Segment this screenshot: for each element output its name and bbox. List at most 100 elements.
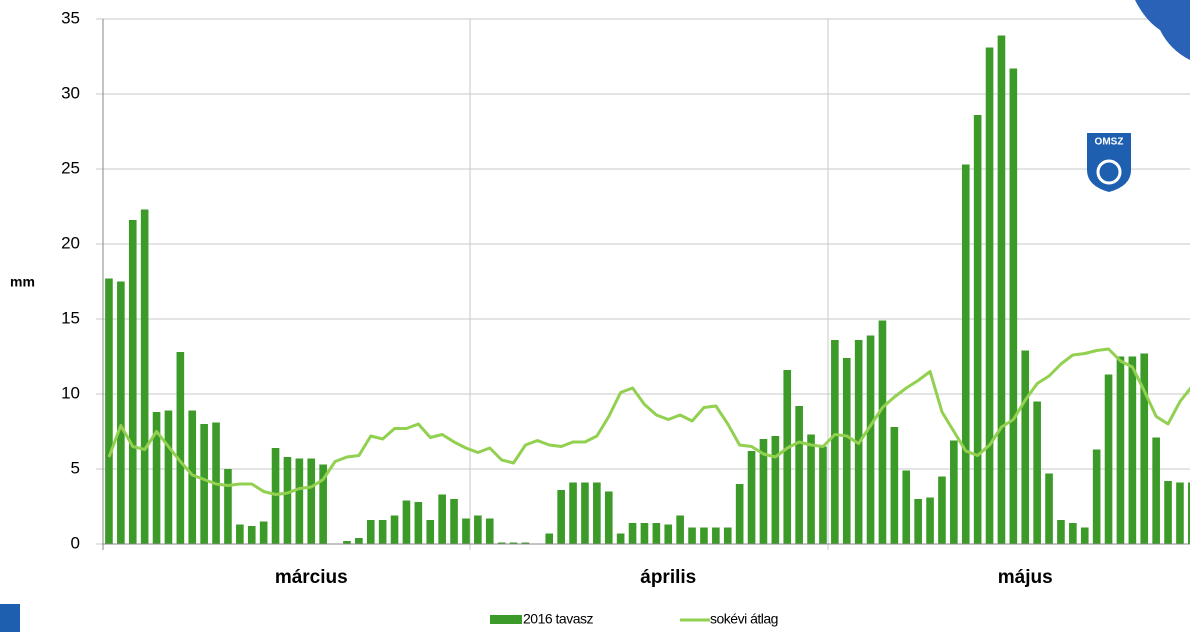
legend-label: 2016 tavasz (523, 611, 593, 627)
y-tick-label: 10 (61, 383, 80, 402)
y-tick-label: 35 (61, 8, 80, 27)
bar (236, 524, 244, 544)
x-tick-label: május (998, 567, 1053, 588)
bar (712, 527, 720, 544)
bar (878, 320, 887, 544)
bar (247, 526, 256, 544)
x-tick-label: március (275, 567, 348, 588)
bar (390, 515, 399, 544)
bar (581, 482, 589, 544)
bar (438, 494, 446, 544)
bar (259, 521, 268, 544)
bar (1176, 482, 1184, 544)
bar (366, 520, 375, 544)
bar (1128, 356, 1137, 544)
x-tick-label: április (640, 567, 696, 588)
bar (652, 523, 661, 544)
bar (200, 424, 208, 544)
bar (307, 458, 316, 544)
bar (140, 209, 149, 544)
map-decoration (1135, 0, 1190, 60)
y-tick-label: 25 (61, 158, 80, 177)
bar (414, 502, 423, 544)
bar (402, 500, 411, 544)
bar (1057, 520, 1065, 544)
bar (842, 358, 851, 544)
bar (128, 220, 137, 544)
bar (188, 410, 197, 544)
bar (926, 497, 934, 544)
bar (1045, 473, 1053, 544)
bar (343, 541, 351, 544)
bar (866, 335, 875, 544)
bar (319, 464, 327, 544)
bar (795, 406, 803, 544)
bar (914, 499, 922, 544)
bar (355, 538, 363, 544)
bar (105, 278, 113, 544)
bar (509, 542, 518, 544)
bar (938, 476, 946, 544)
bar (224, 469, 232, 544)
bar (973, 115, 982, 544)
bar (1140, 353, 1149, 544)
bar (997, 35, 1006, 544)
bar (593, 482, 601, 544)
bar (1021, 350, 1030, 544)
bar (378, 520, 387, 544)
legend-label: sokévi átlag (710, 611, 778, 627)
bar (426, 520, 435, 544)
bar (545, 533, 554, 544)
bar (450, 499, 458, 544)
bar (271, 448, 280, 544)
bar (1164, 481, 1172, 544)
logo: OMSZ (1087, 133, 1131, 192)
bar (1009, 68, 1018, 544)
bar (117, 281, 125, 544)
bar (628, 523, 637, 544)
logo-fragment (0, 604, 20, 632)
bar (688, 527, 696, 544)
bar (759, 439, 768, 544)
bar (1152, 437, 1160, 544)
bar (557, 490, 565, 544)
y-tick-label: 5 (71, 458, 80, 477)
logo-text: OMSZ (1095, 137, 1124, 148)
bar (985, 47, 994, 544)
y-axis-label: mm (10, 274, 35, 290)
bar (474, 515, 482, 544)
bar (462, 518, 470, 544)
bar (831, 340, 839, 544)
bar (1069, 523, 1077, 544)
bar (485, 518, 494, 544)
bar (1092, 449, 1101, 544)
bar (1116, 356, 1125, 544)
bar (700, 527, 708, 544)
bar (902, 470, 911, 544)
bar (961, 164, 970, 544)
bar (497, 542, 506, 544)
bar (1033, 401, 1041, 544)
bar (152, 412, 161, 544)
bar (164, 410, 173, 544)
bar (676, 515, 684, 544)
bar (521, 542, 530, 544)
bar (890, 427, 899, 544)
bar (664, 524, 673, 544)
bar (950, 440, 958, 544)
bar (616, 533, 625, 544)
bar (1104, 374, 1113, 544)
line (107, 347, 1190, 496)
bar (723, 527, 732, 544)
bar (771, 436, 780, 544)
legend-swatch (490, 615, 522, 624)
y-tick-label: 30 (61, 83, 80, 102)
bar (295, 458, 304, 544)
bar (819, 446, 827, 544)
bar (569, 482, 577, 544)
y-tick-label: 0 (71, 533, 80, 552)
bar (1080, 527, 1089, 544)
bar (176, 352, 185, 544)
bar (283, 457, 292, 544)
